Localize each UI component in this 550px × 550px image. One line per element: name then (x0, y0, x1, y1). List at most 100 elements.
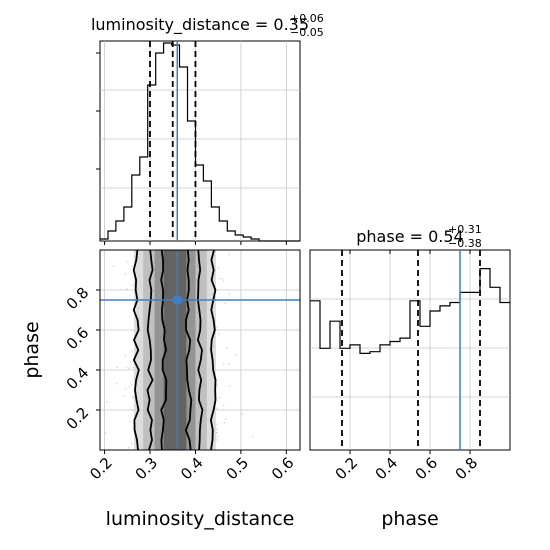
d2-sample-point-1106 (128, 385, 131, 388)
luminosity-distance-quantile-lines (149, 41, 197, 241)
d2-sample-point-259 (215, 428, 218, 430)
d2-xtick-label-4: 0.6 (268, 454, 298, 484)
d2-sample-point-554 (217, 266, 220, 269)
d2-sample-point-1006 (221, 278, 224, 280)
x-axis-label-phase: phase (381, 508, 438, 530)
density-contours (132, 250, 217, 450)
hist1-title-minus: −0.05 (290, 26, 324, 39)
phase-vs-luminosity-distance-density-panel: 0.2 0.3 0.4 0.5 0.6 0.2 0.4 0.6 0.8 (63, 249, 301, 484)
d2-sample-point-246 (130, 442, 133, 445)
hist2-title-plus: +0.31 (448, 223, 482, 236)
d2-sample-point-989 (116, 366, 118, 369)
d2-sample-point-34 (215, 431, 218, 434)
hist2-title-param: phase (356, 227, 404, 246)
d2-sample-point-1305 (218, 396, 221, 399)
d2-contour-3 (184, 250, 193, 450)
hist2-xtick-label-2: 0.6 (412, 454, 442, 484)
d2-sample-point-861 (130, 383, 133, 386)
density-shading (134, 250, 216, 450)
d2-sample-point-670 (132, 284, 134, 286)
hist2-xtick-label-3: 0.8 (452, 454, 482, 484)
d2-contour-0 (132, 250, 140, 450)
phase-histogram-step (310, 268, 510, 354)
hist1-title-param: luminosity_distance (91, 15, 250, 35)
density-truth-marker (172, 295, 183, 305)
hist1-title-plus: +0.06 (290, 12, 324, 25)
phase-quantile-lines (341, 250, 481, 450)
d2-sample-point-592 (127, 446, 130, 449)
d2-sample-point-233 (235, 354, 238, 357)
d2-xtick-label-0: 0.2 (86, 454, 116, 484)
d2-sample-point-476 (132, 396, 135, 398)
luminosity-distance-histogram-step (100, 42, 300, 242)
hist2-title-minus: −0.38 (448, 237, 482, 250)
d2-ytick-label-0: 0.2 (63, 404, 93, 434)
hist2-title: phase = 0.54 (356, 227, 463, 246)
d2-contour-2 (160, 250, 168, 450)
hist1-title-eq: = (250, 15, 274, 34)
d2-sample-point-788 (131, 349, 134, 352)
d2-sample-point-708 (222, 404, 225, 407)
d2-xtick-label-3: 0.5 (223, 454, 253, 484)
d2-sample-point-683 (228, 293, 231, 295)
d2-ytick-label-2: 0.6 (63, 324, 93, 354)
d2-sample-point-620 (115, 382, 118, 385)
hist1-frame (99, 40, 301, 242)
d2-xtick-label-1: 0.3 (132, 454, 162, 484)
d2-sample-point-1199 (124, 354, 127, 356)
d2-sample-point-1281 (216, 423, 219, 426)
hist1-title-value: 0.35 (273, 15, 309, 34)
d2-ytick-label-1: 0.4 (63, 364, 93, 394)
hist2-title-value: 0.54 (428, 227, 464, 246)
d2-sample-point-139 (124, 273, 127, 276)
d2-sample-point-1243 (219, 277, 222, 280)
d2-sample-point-1095 (128, 367, 131, 370)
d2-sample-point-713 (229, 385, 231, 387)
d2-sample-point-386 (130, 265, 133, 268)
d2-contour-4 (196, 250, 204, 450)
d2-sample-point-316 (215, 407, 218, 409)
d2-sample-point-397 (105, 401, 108, 403)
phase-histogram-panel: 0.2 0.4 0.6 0.8 phase = 0.54 +0.31 −0.38 (309, 223, 511, 484)
hist2-xtick-label-1: 0.4 (372, 454, 402, 484)
hist2-gridlines (310, 250, 510, 450)
d2-sample-point-654 (222, 363, 225, 365)
hist2-title-eq: = (405, 227, 429, 246)
d2-sample-point-1012 (215, 439, 218, 441)
d2-contour-1 (146, 250, 154, 450)
hist2-xtick-label-0: 0.2 (332, 454, 362, 484)
y-axis-label-phase: phase (21, 321, 43, 378)
x-axis-label-luminosity-distance: luminosity_distance (106, 508, 295, 530)
d2-xtick-label-2: 0.4 (177, 454, 207, 484)
density-frame (99, 249, 301, 451)
d2-sample-point-1330 (132, 396, 135, 399)
d2-sample-point-1308 (112, 265, 115, 267)
d2-sample-point-1377 (131, 409, 134, 412)
d2-sample-point-582 (224, 302, 227, 304)
d2-sample-point-292 (132, 366, 135, 369)
d2-density-band-3 (163, 250, 187, 450)
d2-sample-point-1138 (217, 333, 220, 335)
d2-sample-point-1118 (215, 431, 218, 434)
hist1-title: luminosity_distance = 0.35 (91, 15, 309, 35)
d2-sample-point-261 (252, 436, 254, 438)
d2-sample-point-285 (126, 288, 128, 290)
d2-sample-point-1309 (224, 418, 227, 420)
d2-sample-point-212 (129, 361, 132, 364)
d2-sample-point-378 (129, 420, 131, 423)
d2-sample-point-350 (104, 432, 107, 435)
d2-sample-point-1304 (227, 363, 230, 366)
d2-sample-point-704 (126, 260, 129, 263)
hist1-ticks (96, 52, 287, 245)
d2-sample-point-159 (226, 346, 229, 349)
d2-sample-point-279 (124, 388, 127, 391)
d2-ytick-label-3: 0.8 (63, 284, 93, 314)
d2-sample-point-1183 (125, 366, 128, 369)
d2-sample-point-490 (241, 413, 243, 416)
d2-contour-5 (209, 250, 217, 450)
hist2-frame (309, 249, 511, 451)
d2-sample-point-383 (216, 435, 219, 438)
d2-sample-point-117 (222, 280, 225, 283)
d2-sample-point-762 (215, 326, 218, 329)
